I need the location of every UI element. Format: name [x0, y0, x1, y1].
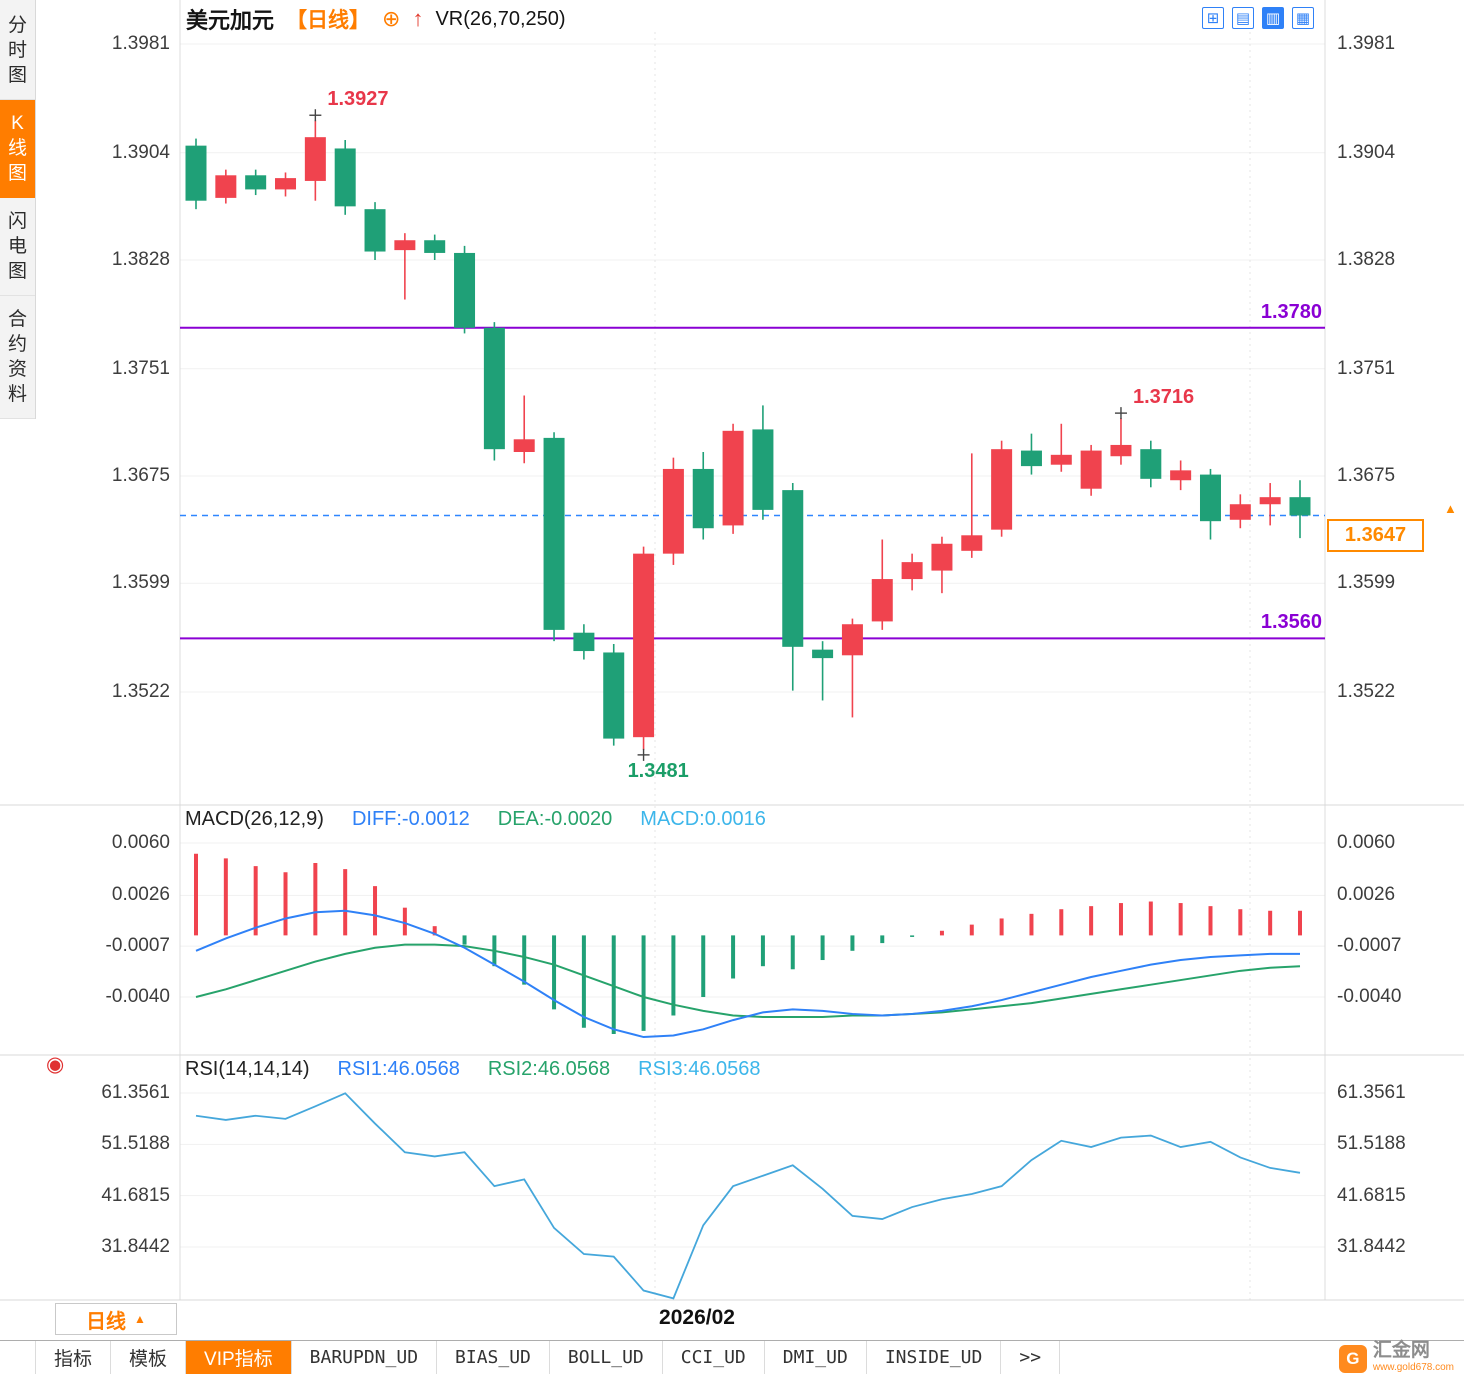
rsi-axis-tick: 61.3561 [1337, 1082, 1406, 1103]
price-axis-tick: 1.3828 [1337, 249, 1396, 270]
macd-axis-tick: 0.0060 [111, 832, 170, 853]
rsi-axis-tick: 51.5188 [101, 1133, 170, 1155]
current-price-value: 1.3647 [1344, 524, 1407, 546]
bottom-tab-4[interactable]: BIAS_UD [437, 1341, 550, 1374]
chart-header: 美元加元 【日线】 ⊕ ↑ VR(26,70,250) [186, 4, 566, 34]
bottom-tabbar: 指标 模板 VIP指标 BARUPDN_UD BIAS_UD BOLL_UD CCI_UD D… [0, 1340, 1464, 1374]
tabbar-corner [0, 1341, 36, 1374]
macd-panel-header: MACD(26,12,9) DIFF:-0.0012 DEA:-0.0020 M… [185, 808, 766, 831]
rsi-panel-header: RSI(14,14,14) RSI1:46.0568 RSI2:46.0568 … [185, 1058, 761, 1081]
hline-label-0: 1.3780 [1260, 300, 1322, 323]
macd-axis-tick: -0.0040 [1337, 986, 1402, 1007]
rsi-axis-tick: 61.3561 [101, 1082, 170, 1103]
bottom-tab-3[interactable]: BARUPDN_UD [292, 1341, 438, 1374]
rsi3-value: RSI3:46.0568 [638, 1058, 761, 1080]
price-axis-tick: 1.3981 [111, 33, 170, 54]
period-tag[interactable]: 【日线】 [286, 9, 371, 32]
rsi-axis-tick: 51.5188 [1337, 1133, 1406, 1155]
period-label: 日线 [86, 1310, 127, 1333]
price-axis-tick: 1.3675 [1337, 465, 1396, 486]
price-axis-tick: 1.3675 [111, 465, 170, 486]
layout-grid-icon[interactable]: ▦ [1292, 7, 1314, 29]
bottom-tab-6[interactable]: CCI_UD [663, 1341, 765, 1374]
macd-axis-tick: -0.0007 [105, 935, 170, 957]
layout-kline-icon[interactable]: ▥ [1262, 7, 1284, 29]
current-price-box: 1.3647 [1327, 519, 1424, 552]
symbol-title: 美元加元 [186, 8, 275, 33]
add-indicator-icon[interactable]: ⊕ [382, 6, 401, 31]
bottom-tab-7[interactable]: DMI_UD [765, 1341, 867, 1374]
logo-url: www.gold678.com [1372, 1362, 1454, 1373]
rsi-axis-tick: 41.6815 [101, 1184, 170, 1206]
price-axis-tick: 1.3522 [111, 681, 170, 702]
bottom-tab-0[interactable]: 指标 [36, 1341, 112, 1374]
price-annotation-1: 1.3481 [627, 759, 689, 782]
chevron-up-icon: ▲ [134, 1312, 146, 1326]
sidebar-item-2[interactable]: 闪电图 [0, 198, 35, 296]
macd-title: MACD(26,12,9) [185, 808, 324, 830]
macd-dea-value: DEA:-0.0020 [497, 808, 613, 830]
rsi-axis-tick: 41.6815 [1337, 1184, 1406, 1206]
sidebar-item-3[interactable]: 合约资料 [0, 296, 35, 419]
price-axis-tick: 1.3904 [1337, 141, 1396, 163]
price-annotation-0: 1.3927 [327, 88, 389, 111]
layout-quad-icon[interactable]: ⊞ [1202, 7, 1224, 29]
price-axis-tick: 1.3522 [1337, 681, 1396, 702]
macd-diff-value: DIFF:-0.0012 [351, 808, 470, 830]
layout-rows-icon[interactable]: ▤ [1232, 7, 1254, 29]
macd-axis-tick: 0.0026 [111, 884, 170, 906]
rsi-title: RSI(14,14,14) [185, 1058, 310, 1080]
price-axis-tick: 1.3751 [1337, 357, 1396, 379]
macd-axis-tick: -0.0007 [1337, 935, 1402, 957]
bottom-tab-2[interactable]: VIP指标 [186, 1341, 292, 1374]
logo-text: 汇金网 [1372, 1340, 1430, 1361]
macd-axis-tick: 0.0060 [1337, 832, 1396, 853]
date-axis-label: 2026/02 [659, 1306, 735, 1329]
macd-macd-value: MACD:0.0016 [640, 808, 766, 830]
macd-axis-tick: -0.0040 [105, 986, 170, 1007]
bottom-tab-9[interactable]: >> [1001, 1341, 1061, 1374]
price-axis-tick: 1.3599 [1337, 572, 1396, 594]
layout-switcher: ⊞ ▤ ▥ ▦ [1202, 7, 1314, 29]
sidebar-item-0[interactable]: 分时图 [0, 2, 35, 100]
trend-arrow-icon: ↑ [412, 6, 424, 31]
price-axis-tick: 1.3599 [111, 572, 170, 594]
rsi2-value: RSI2:46.0568 [487, 1058, 611, 1080]
price-axis-tick: 1.3828 [111, 249, 170, 270]
price-annotation-2: 1.3716 [1132, 386, 1195, 409]
rsi1-value: RSI1:46.0568 [337, 1058, 460, 1080]
bottom-tab-1[interactable]: 模板 [111, 1341, 187, 1374]
hline-label-1: 1.3560 [1260, 611, 1322, 634]
rsi-axis-tick: 31.8442 [1337, 1236, 1406, 1257]
logo-badge-icon: G [1338, 1345, 1367, 1373]
rsi-axis-tick: 31.8442 [101, 1236, 170, 1257]
overlay-indicator-label: VR(26,70,250) [435, 7, 566, 30]
bottom-tab-8[interactable]: INSIDE_UD [867, 1341, 1002, 1374]
bottom-tab-5[interactable]: BOLL_UD [550, 1341, 663, 1374]
period-selector[interactable]: 日线 ▲ [55, 1303, 177, 1335]
current-price-arrow-icon: ▲ [1444, 501, 1457, 516]
crosshair-target-icon[interactable]: ◉ [46, 1053, 65, 1076]
macd-axis-tick: 0.0026 [1337, 884, 1396, 906]
price-axis-tick: 1.3904 [111, 141, 170, 163]
brand-logo: G 汇金网 www.gold678.com [1334, 1340, 1458, 1374]
price-axis-tick: 1.3751 [111, 357, 170, 379]
price-axis-tick: 1.3981 [1337, 33, 1396, 54]
